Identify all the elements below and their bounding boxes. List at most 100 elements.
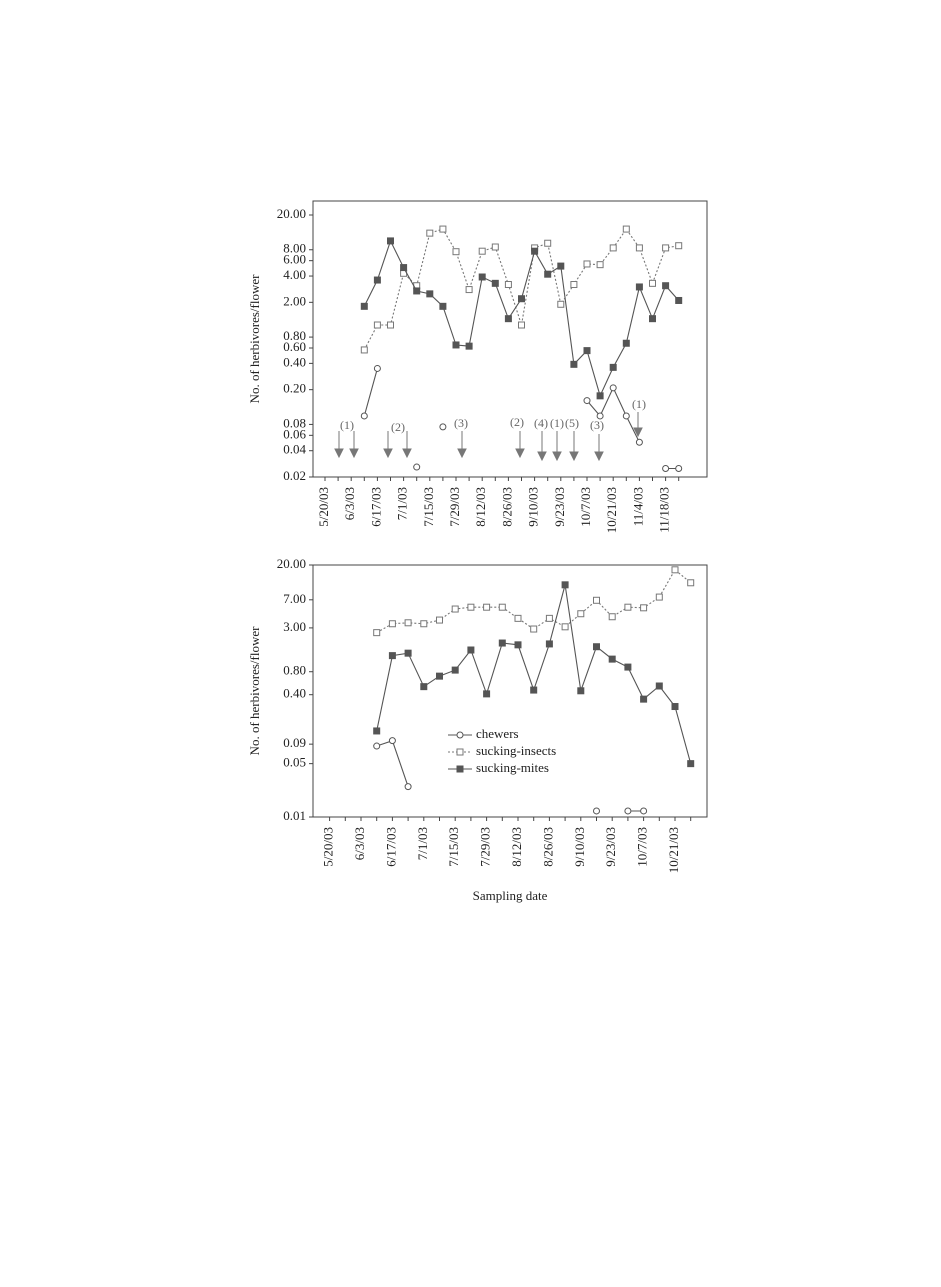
legend-label: sucking-mites [476,760,549,775]
point [622,225,630,233]
point [640,604,648,612]
point [622,412,630,420]
point [608,655,616,663]
point [483,603,491,611]
point [662,244,670,252]
point [544,239,552,247]
point [545,640,553,648]
point [518,321,525,329]
x-axis-label: Sampling date [473,888,548,903]
point [609,384,617,392]
point [465,286,473,294]
point [675,465,683,473]
point [426,229,434,237]
x-tick-label: 5/20/03 [321,827,336,867]
point [655,682,663,690]
point [452,248,460,256]
annotation: (1) [550,416,564,430]
y-tick-label: 0.05 [283,755,306,770]
point [388,737,396,745]
x-tick-label: 8/26/03 [499,487,514,527]
x-tick-label: 9/10/03 [572,827,587,867]
legend-marker [456,748,464,756]
x-tick-label: 10/7/03 [635,827,650,867]
point [498,603,506,611]
x-tick-label: 6/17/03 [383,827,398,867]
point [561,581,569,589]
arrow-head [402,448,412,459]
point [451,605,459,613]
point [655,593,663,601]
point [557,300,565,308]
point [671,703,679,711]
point [545,614,553,622]
point [373,629,381,637]
y-tick-label: 0.80 [283,328,306,343]
point [531,247,539,255]
x-tick-label: 11/4/03 [630,487,645,526]
arrow-head [515,448,525,459]
point [530,625,538,633]
point [436,672,443,680]
point [583,397,591,405]
point [439,225,447,233]
point [640,807,648,815]
point [439,302,447,310]
point [373,742,381,750]
point [483,690,491,698]
point [478,273,486,281]
arrow-head [457,448,467,459]
point [583,347,591,355]
annotation: (2) [510,415,524,429]
annotation: (2) [391,420,405,434]
x-tick-label: 9/23/03 [552,487,567,527]
x-tick-label: 6/3/03 [342,487,357,520]
y-tick-label: 0.20 [283,381,306,396]
annotation: (3) [454,416,468,430]
point [671,566,679,574]
point [373,276,381,284]
point [514,614,522,622]
plot-frame [312,564,708,818]
point [413,463,421,471]
series-line [363,228,679,351]
point [593,643,600,651]
annotation: (1) [632,397,646,411]
x-tick-label: 10/21/03 [604,487,619,533]
y-axis-label: No. of herbivores/flower [247,626,262,756]
y-tick-label: 0.60 [283,339,306,354]
point [624,807,632,815]
point [420,620,428,628]
y-tick-label: 20.00 [277,556,306,571]
point [491,279,499,287]
x-tick-label: 7/15/03 [421,487,436,527]
y-tick-label: 0.40 [283,354,306,369]
x-tick-label: 8/12/03 [473,487,488,527]
legend-marker [456,765,464,773]
point [557,262,565,270]
y-tick-label: 20.00 [277,206,306,221]
x-tick-label: 7/29/03 [478,827,493,867]
point [649,315,656,323]
point [373,727,381,735]
point [504,315,512,323]
point [373,321,381,329]
y-tick-label: 0.01 [283,808,306,823]
point [404,619,412,627]
y-axis-label: No. of herbivores/flower [247,274,262,404]
x-tick-label: 7/15/03 [446,827,461,867]
x-tick-label: 9/10/03 [526,487,541,527]
annotations [334,412,643,462]
x-tick-label: 6/17/03 [368,487,383,527]
point [675,242,683,250]
annotation-labels: (1) (2) (3) (2) (4) (1) (5) (3) (1) [340,397,646,434]
point [635,283,643,291]
point [478,247,486,255]
point [452,341,460,349]
point [514,641,522,649]
point [687,579,695,587]
point [609,363,617,371]
arrow-head [633,427,643,438]
y-tick-label: 0.06 [283,426,306,441]
